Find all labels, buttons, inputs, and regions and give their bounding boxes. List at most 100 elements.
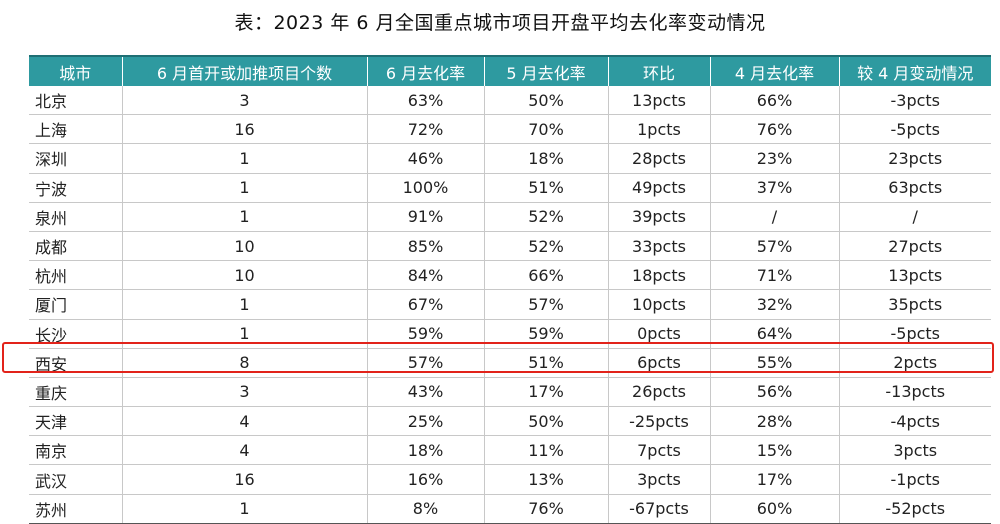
cell-may-rate: 52% — [484, 202, 609, 232]
cell-mom-change: 10pcts — [608, 289, 711, 320]
cell-june-rate: 57% — [367, 348, 485, 378]
cell-mom-change: 28pcts — [608, 143, 711, 174]
cell-april-rate: 71% — [710, 260, 840, 291]
cell-april-rate: 76% — [710, 114, 840, 145]
cell-vs-april: 13pcts — [839, 260, 991, 291]
cell-may-rate: 52% — [484, 231, 609, 262]
cell-june-rate: 43% — [367, 377, 485, 408]
cell-city: 厦门 — [29, 289, 123, 320]
table-row: 北京 3 63% 50% 13pcts 66% -3pcts — [29, 86, 991, 116]
table-row: 杭州 10 84% 66% 18pcts 71% 13pcts — [29, 260, 991, 291]
header-mom-change: 环比 — [608, 55, 711, 86]
cell-project-count: 3 — [122, 86, 368, 116]
cell-city: 西安 — [29, 348, 123, 378]
cell-mom-change: 6pcts — [608, 348, 711, 378]
cell-mom-change: 1pcts — [608, 114, 711, 145]
cell-may-rate: 17% — [484, 377, 609, 408]
cell-mom-change: 3pcts — [608, 464, 711, 495]
cell-mom-change: -67pcts — [608, 494, 711, 524]
cell-june-rate: 85% — [367, 231, 485, 262]
header-june-rate: 6 月去化率 — [367, 55, 485, 86]
cell-mom-change: 26pcts — [608, 377, 711, 408]
cell-may-rate: 50% — [484, 406, 609, 437]
cell-vs-april: 35pcts — [839, 289, 991, 320]
cell-project-count: 4 — [122, 435, 368, 466]
cell-city: 南京 — [29, 435, 123, 466]
cell-mom-change: 33pcts — [608, 231, 711, 262]
cell-april-rate: 28% — [710, 406, 840, 437]
cell-june-rate: 59% — [367, 319, 485, 349]
cell-city: 长沙 — [29, 319, 123, 349]
table-row: 重庆 3 43% 17% 26pcts 56% -13pcts — [29, 377, 991, 408]
cell-mom-change: 13pcts — [608, 86, 711, 116]
cell-may-rate: 70% — [484, 114, 609, 145]
cell-vs-april: -3pcts — [839, 86, 991, 116]
header-city: 城市 — [29, 55, 123, 86]
cell-vs-april: 3pcts — [839, 435, 991, 466]
cell-city: 苏州 — [29, 494, 123, 524]
cell-vs-april: -13pcts — [839, 377, 991, 408]
cell-april-rate: 55% — [710, 348, 840, 378]
cell-april-rate: 57% — [710, 231, 840, 262]
cell-mom-change: 49pcts — [608, 173, 711, 203]
cell-city: 上海 — [29, 114, 123, 145]
table-row: 南京 4 18% 11% 7pcts 15% 3pcts — [29, 435, 991, 466]
cell-june-rate: 25% — [367, 406, 485, 437]
cell-city: 武汉 — [29, 464, 123, 495]
cell-april-rate: 23% — [710, 143, 840, 174]
cell-project-count: 1 — [122, 173, 368, 203]
cell-april-rate: 32% — [710, 289, 840, 320]
cell-vs-april: -4pcts — [839, 406, 991, 437]
cell-june-rate: 100% — [367, 173, 485, 203]
cell-may-rate: 11% — [484, 435, 609, 466]
city-absorption-table: 城市 6 月首开或加推项目个数 6 月去化率 5 月去化率 环比 4 月去化率 … — [29, 55, 991, 524]
cell-april-rate: 17% — [710, 464, 840, 495]
cell-city: 深圳 — [29, 143, 123, 174]
cell-project-count: 8 — [122, 348, 368, 378]
cell-project-count: 1 — [122, 494, 368, 524]
cell-june-rate: 63% — [367, 86, 485, 116]
cell-city: 北京 — [29, 86, 123, 116]
cell-vs-april: / — [839, 202, 991, 232]
cell-april-rate: / — [710, 202, 840, 232]
cell-project-count: 1 — [122, 319, 368, 349]
cell-june-rate: 72% — [367, 114, 485, 145]
table-row: 上海 16 72% 70% 1pcts 76% -5pcts — [29, 114, 991, 145]
table-row: 泉州 1 91% 52% 39pcts / / — [29, 202, 991, 232]
cell-april-rate: 66% — [710, 86, 840, 116]
cell-vs-april: -52pcts — [839, 494, 991, 524]
cell-vs-april: 2pcts — [839, 348, 991, 378]
cell-city: 重庆 — [29, 377, 123, 408]
table-row: 西安 8 57% 51% 6pcts 55% 2pcts — [29, 348, 991, 378]
table-row: 长沙 1 59% 59% 0pcts 64% -5pcts — [29, 319, 991, 349]
cell-city: 成都 — [29, 231, 123, 262]
cell-april-rate: 37% — [710, 173, 840, 203]
cell-may-rate: 57% — [484, 289, 609, 320]
cell-city: 天津 — [29, 406, 123, 437]
cell-may-rate: 51% — [484, 348, 609, 378]
cell-mom-change: -25pcts — [608, 406, 711, 437]
cell-may-rate: 13% — [484, 464, 609, 495]
cell-vs-april: -5pcts — [839, 114, 991, 145]
cell-project-count: 16 — [122, 464, 368, 495]
cell-may-rate: 76% — [484, 494, 609, 524]
cell-project-count: 3 — [122, 377, 368, 408]
cell-april-rate: 56% — [710, 377, 840, 408]
cell-project-count: 10 — [122, 260, 368, 291]
table-title: 表：2023 年 6 月全国重点城市项目开盘平均去化率变动情况 — [234, 12, 766, 34]
cell-city: 泉州 — [29, 202, 123, 232]
cell-june-rate: 8% — [367, 494, 485, 524]
cell-april-rate: 64% — [710, 319, 840, 349]
cell-june-rate: 67% — [367, 289, 485, 320]
cell-project-count: 1 — [122, 289, 368, 320]
header-project-count: 6 月首开或加推项目个数 — [122, 55, 368, 86]
cell-vs-april: -1pcts — [839, 464, 991, 495]
cell-june-rate: 91% — [367, 202, 485, 232]
header-may-rate: 5 月去化率 — [484, 55, 609, 86]
cell-april-rate: 15% — [710, 435, 840, 466]
cell-vs-april: 23pcts — [839, 143, 991, 174]
cell-may-rate: 50% — [484, 86, 609, 116]
cell-project-count: 10 — [122, 231, 368, 262]
table-row: 深圳 1 46% 18% 28pcts 23% 23pcts — [29, 143, 991, 174]
cell-project-count: 4 — [122, 406, 368, 437]
